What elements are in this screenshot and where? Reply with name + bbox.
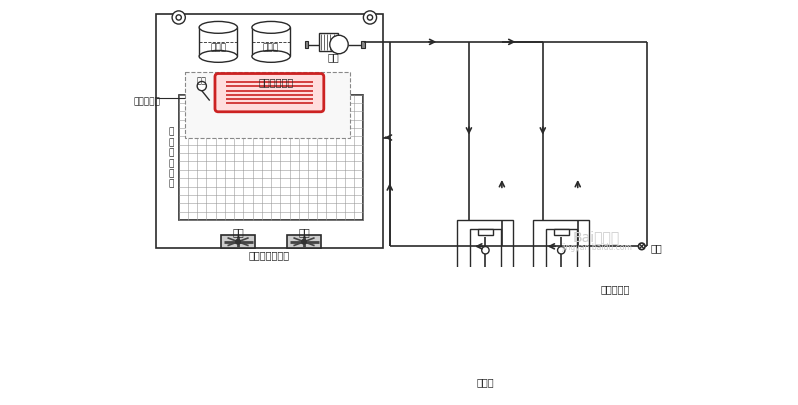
Bar	[533, 220, 589, 293]
Bar	[546, 302, 577, 317]
Bar	[554, 229, 569, 236]
Text: 翅
片
式
冷
凝
器: 翅 片 式 冷 凝 器	[168, 128, 173, 188]
Bar	[305, 42, 308, 49]
Bar	[478, 229, 493, 236]
Ellipse shape	[200, 22, 237, 34]
Circle shape	[482, 247, 489, 254]
Text: 被冷却模具: 被冷却模具	[601, 284, 630, 294]
Bar	[252, 28, 290, 57]
Circle shape	[330, 36, 348, 55]
Bar	[457, 220, 513, 293]
Bar	[185, 72, 350, 138]
Circle shape	[197, 82, 207, 92]
Text: 水泵: 水泵	[328, 52, 340, 62]
Bar	[533, 326, 589, 371]
Bar	[156, 15, 383, 248]
Bar	[457, 358, 513, 371]
Circle shape	[363, 12, 377, 25]
Bar	[200, 28, 237, 57]
Bar	[453, 293, 518, 326]
Bar	[457, 326, 513, 371]
Bar	[319, 34, 338, 52]
Bar	[470, 229, 501, 274]
Circle shape	[302, 240, 306, 245]
Circle shape	[172, 12, 185, 25]
Text: 风扇: 风扇	[232, 227, 244, 237]
Text: 球阀: 球阀	[650, 243, 662, 253]
Bar	[529, 293, 594, 326]
Circle shape	[235, 240, 240, 245]
Bar	[179, 96, 363, 220]
Text: 浮球: 浮球	[197, 76, 207, 85]
Circle shape	[558, 247, 565, 254]
Circle shape	[638, 243, 645, 250]
Text: Bai度经验: Bai度经验	[573, 230, 620, 244]
Text: 水箱补水口: 水箱补水口	[133, 98, 160, 107]
Bar	[221, 236, 255, 249]
Text: 风扇: 风扇	[298, 227, 310, 237]
Text: 水箱式蒸发器: 水箱式蒸发器	[259, 77, 294, 87]
Text: 压缩机: 压缩机	[263, 44, 279, 53]
Text: 压缩机: 压缩机	[210, 44, 227, 53]
Bar	[286, 236, 321, 249]
Text: 风冷箱型冷水机: 风冷箱型冷水机	[249, 249, 290, 260]
Bar	[533, 358, 589, 371]
Circle shape	[367, 16, 373, 21]
Text: jingyan.baidu.com: jingyan.baidu.com	[561, 242, 632, 251]
Text: 注塑机: 注塑机	[476, 376, 494, 386]
Bar	[361, 42, 365, 49]
Ellipse shape	[252, 22, 290, 34]
Bar	[546, 229, 577, 274]
FancyBboxPatch shape	[215, 75, 324, 113]
Bar	[470, 302, 501, 317]
Ellipse shape	[252, 51, 290, 63]
Ellipse shape	[200, 51, 237, 63]
Circle shape	[176, 16, 181, 21]
